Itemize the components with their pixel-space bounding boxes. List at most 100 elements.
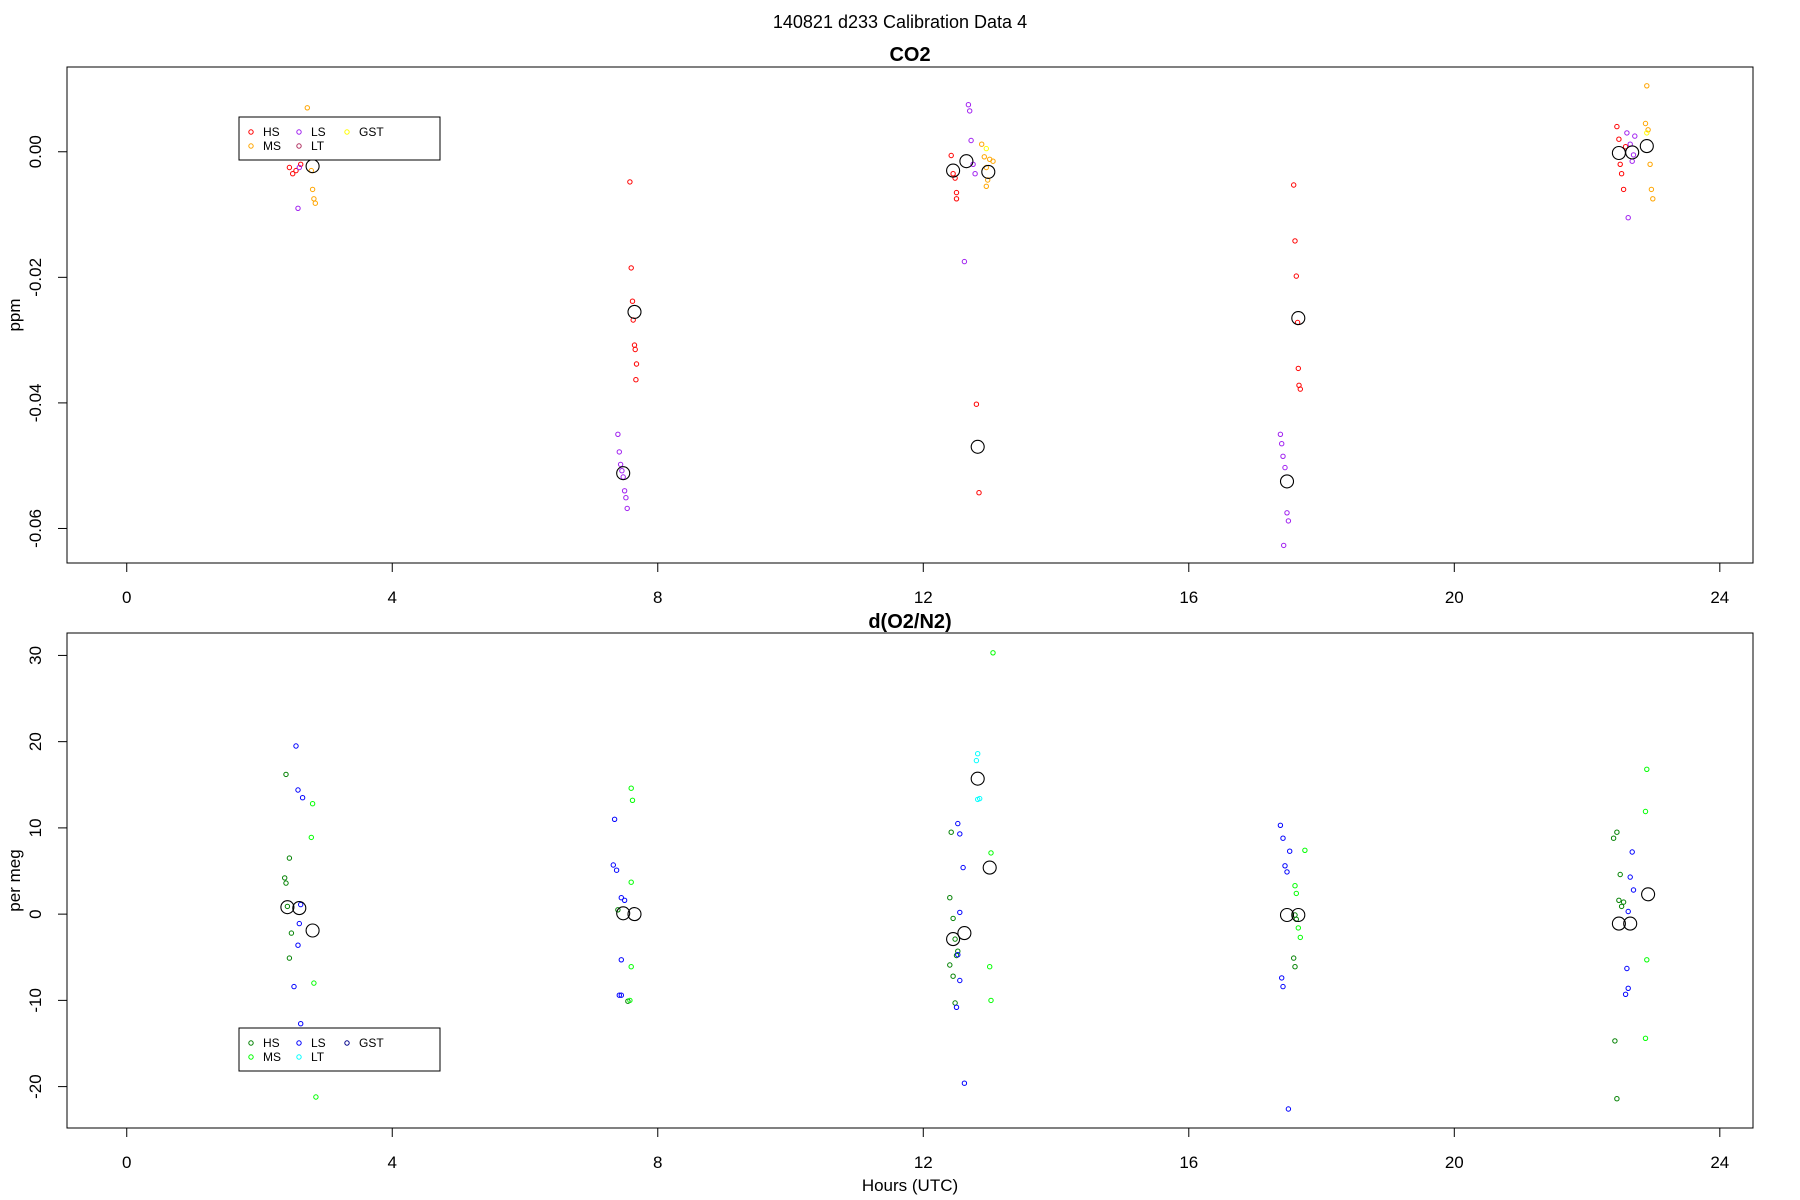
data-point-ls: [1282, 863, 1288, 869]
mean-point: [305, 923, 320, 938]
data-point-ms: [1645, 127, 1651, 133]
data-point-ms: [988, 850, 994, 856]
data-point-hs: [293, 167, 299, 174]
data-point-hs: [1614, 123, 1620, 130]
data-point-hs: [973, 401, 980, 407]
data-point-ls: [1625, 985, 1631, 991]
mean-point: [1641, 887, 1656, 902]
mean-point: [1611, 145, 1626, 161]
legend-label: LT: [311, 1050, 325, 1064]
data-point-ls: [616, 449, 622, 455]
data-point-ls: [1622, 991, 1629, 997]
data-point-ms: [1297, 934, 1304, 941]
data-point-ls: [972, 171, 978, 177]
data-point-ls: [1285, 1106, 1292, 1112]
data-point-ls: [957, 831, 963, 837]
data-point-ls: [295, 942, 301, 948]
data-point-ls: [296, 920, 302, 927]
legend-marker: [248, 143, 254, 149]
panel-title: d(O2/N2): [868, 611, 951, 633]
data-point-ms: [313, 1094, 319, 1100]
data-point-ms: [628, 964, 634, 970]
data-point-ls: [623, 495, 629, 501]
data-point-hs: [633, 377, 639, 383]
data-point-ms: [628, 785, 634, 791]
legend-marker: [248, 1054, 254, 1060]
data-point-hs: [298, 161, 304, 168]
data-point-ms: [308, 834, 314, 841]
mean-point: [946, 163, 961, 178]
legend-marker: [296, 1054, 302, 1060]
data-point-hs: [952, 175, 958, 181]
data-point-hs: [627, 179, 633, 185]
data-point-ls: [1632, 133, 1638, 139]
data-point-hs: [1291, 182, 1297, 188]
data-point-lt: [975, 751, 981, 757]
data-point-ms: [1650, 196, 1656, 202]
data-point-ls: [1280, 835, 1286, 841]
data-point-hs: [950, 171, 956, 177]
x-tick-label: 16: [1179, 588, 1198, 607]
x-tick-label: 20: [1445, 588, 1464, 607]
data-point-ls: [618, 992, 624, 998]
data-point-gst: [983, 145, 989, 152]
legend-label: GST: [359, 1036, 384, 1050]
legend-label: MS: [263, 1050, 281, 1064]
data-point-ls: [955, 952, 961, 958]
data-point-ls: [618, 957, 624, 963]
data-point-ms: [1302, 847, 1308, 853]
x-tick-label: 0: [122, 588, 131, 607]
data-point-ms: [1648, 186, 1655, 193]
data-point-ms: [629, 797, 636, 803]
data-point-hs: [1297, 386, 1304, 392]
data-point-ms: [988, 997, 994, 1004]
mean-point: [1639, 139, 1654, 154]
data-point-ms: [990, 650, 996, 656]
data-point-ms: [1642, 120, 1649, 127]
data-point-ls: [620, 474, 626, 480]
x-tick-label: 8: [653, 588, 662, 607]
data-point-hs: [947, 895, 953, 901]
x-axis-label: Hours (UTC): [862, 1176, 958, 1195]
data-point-ls: [1629, 849, 1635, 855]
legend-label: LS: [311, 1036, 326, 1050]
mean-point: [957, 926, 972, 941]
data-point-ls: [1625, 215, 1631, 221]
data-point-ls: [957, 977, 963, 984]
data-point-ls: [953, 1004, 960, 1010]
data-point-ls: [295, 205, 301, 212]
mean-point: [1623, 916, 1638, 931]
data-point-ls: [613, 867, 620, 873]
y-tick-label: -0.02: [26, 258, 45, 297]
y-tick-label: 0: [26, 909, 45, 918]
legend-marker: [344, 1040, 350, 1046]
mean-point: [616, 466, 631, 481]
data-point-hs: [953, 189, 960, 196]
data-point-ms: [309, 186, 316, 193]
mean-point: [1291, 907, 1306, 923]
data-point-ms: [304, 105, 310, 111]
data-point-ls: [291, 983, 297, 990]
data-point-hs: [950, 915, 956, 922]
data-point-hs: [953, 196, 960, 202]
data-point-ls: [1281, 542, 1287, 549]
y-tick-label: -0.04: [26, 384, 45, 423]
data-point-ms: [981, 154, 987, 160]
x-tick-label: 0: [122, 1153, 131, 1172]
data-point-ls: [1279, 975, 1285, 981]
data-point-ls: [295, 787, 301, 793]
legend-marker: [296, 1040, 302, 1046]
mean-point: [982, 860, 997, 875]
legend-box: [238, 1027, 441, 1072]
data-point-ms: [628, 879, 634, 885]
data-point-hs: [1614, 1096, 1620, 1102]
data-point-hs: [629, 298, 636, 304]
data-point-hs: [286, 164, 293, 171]
mean-point: [627, 304, 642, 319]
data-point-hs: [955, 948, 961, 954]
legend-label: LT: [311, 139, 325, 153]
